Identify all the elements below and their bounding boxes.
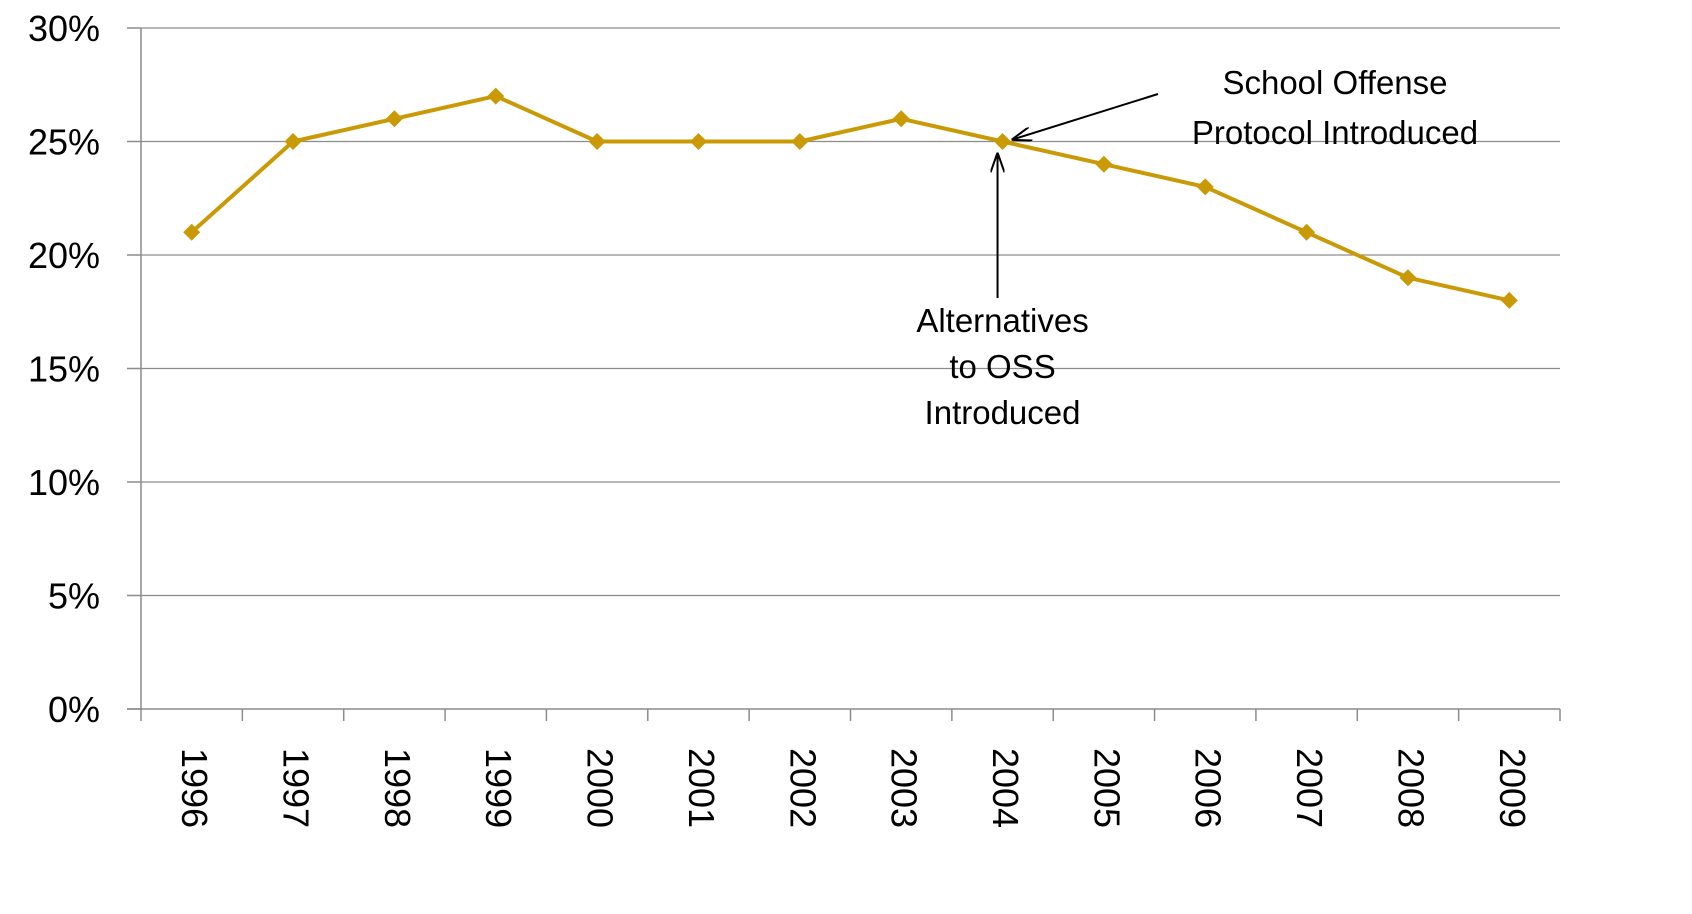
x-tick-label: 1997 <box>276 748 317 828</box>
x-tick-label: 2008 <box>1390 748 1431 828</box>
x-tick-label: 2006 <box>1188 748 1229 828</box>
x-tick-label: 1996 <box>174 748 215 828</box>
series-layer <box>183 87 1518 309</box>
annotation-arrow <box>1013 93 1159 140</box>
x-tick-label: 2005 <box>1086 748 1127 828</box>
gridlines <box>141 27 1560 597</box>
data-point <box>588 133 606 150</box>
x-tick-label: 2002 <box>782 748 823 828</box>
y-tick-labels: 0% 5% 10% 15% 20% 25% 30% <box>28 8 100 730</box>
y-tick-label: 5% <box>48 576 100 617</box>
data-point <box>892 110 910 128</box>
x-tick-label: 2009 <box>1492 748 1533 828</box>
series-line <box>190 94 1510 303</box>
annotation-text: School Offense <box>1222 64 1447 101</box>
x-tick-label: 2000 <box>580 748 621 828</box>
data-point <box>1399 269 1417 287</box>
data-point <box>284 133 302 150</box>
y-tick-label: 15% <box>28 349 100 390</box>
x-tick-label: 2004 <box>985 748 1026 828</box>
y-tick-label: 30% <box>28 8 100 49</box>
annotation-layer: School Offense Protocol Introduced Alterna… <box>916 64 1478 431</box>
y-tick-label: 20% <box>28 235 100 276</box>
data-point <box>994 133 1012 150</box>
data-point <box>385 110 403 128</box>
annotation-text: Alternatives <box>916 302 1088 339</box>
axes <box>127 27 1561 721</box>
annotation-school-offense-protocol: School Offense Protocol Introduced <box>1013 64 1478 151</box>
data-point <box>1500 291 1518 309</box>
y-tick-label: 25% <box>28 122 100 163</box>
x-tick-label: 1999 <box>478 748 519 828</box>
x-tick-label: 2007 <box>1289 748 1330 828</box>
annotation-alternatives-to-oss: Alternatives to OSS Introduced <box>916 154 1089 431</box>
data-point <box>689 133 707 150</box>
y-tick-label: 10% <box>28 462 100 503</box>
y-tick-label: 0% <box>48 689 100 730</box>
x-tick-labels: 1996 1997 1998 1999 2000 2001 2002 2003 2004 2005… <box>174 748 1533 828</box>
x-tick-label: 2003 <box>884 748 925 828</box>
data-point <box>487 87 505 105</box>
x-tick-label: 1998 <box>377 748 418 828</box>
data-point <box>1095 155 1113 173</box>
x-tick-label: 2001 <box>681 748 722 828</box>
annotation-text: to OSS <box>949 348 1055 385</box>
data-point <box>791 133 809 150</box>
data-point <box>1298 223 1316 241</box>
data-point <box>1196 178 1214 196</box>
annotation-text: Protocol Introduced <box>1192 114 1478 151</box>
data-point <box>183 223 201 241</box>
annotation-text: Introduced <box>925 394 1081 431</box>
